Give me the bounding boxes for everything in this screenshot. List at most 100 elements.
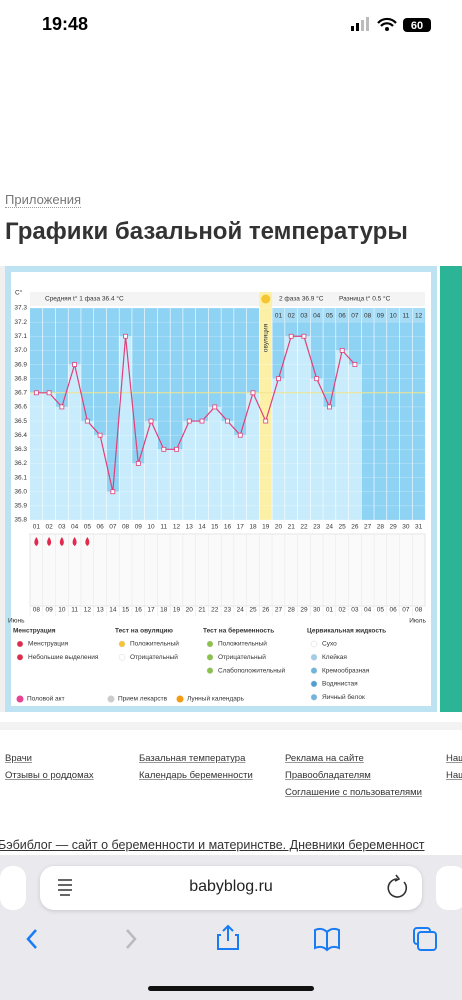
footer-link[interactable]: Правообладателям bbox=[285, 770, 371, 781]
y-tick-label: 36.0 bbox=[14, 488, 27, 495]
point bbox=[276, 376, 281, 382]
stats-phase1: Средняя t° 1 фаза 36.4 °C bbox=[45, 295, 124, 303]
bar bbox=[221, 421, 234, 520]
legend-item: Отрицательный bbox=[130, 653, 178, 661]
date-label: 24 bbox=[237, 607, 245, 614]
x-tick-label: 09 bbox=[135, 524, 143, 531]
bookmarks[interactable] bbox=[314, 927, 340, 952]
phase2-day: 11 bbox=[403, 313, 410, 320]
bar bbox=[348, 364, 362, 520]
footer-link[interactable]: Базальная температура bbox=[139, 753, 246, 764]
page-title: Графики базальной температуры bbox=[5, 218, 408, 245]
y-tick-label: 37.0 bbox=[14, 347, 27, 354]
x-tick-label: 16 bbox=[224, 524, 232, 531]
phase2-cell bbox=[336, 308, 349, 322]
date-label: 12 bbox=[84, 607, 92, 614]
date-label: 19 bbox=[173, 607, 181, 614]
x-tick-label: 30 bbox=[402, 524, 410, 531]
date-label: 28 bbox=[288, 607, 296, 614]
date-label: 26 bbox=[262, 607, 270, 614]
footer-column: Базальная температура Календарь беременно… bbox=[139, 753, 253, 787]
phase2-day: 01 bbox=[275, 313, 283, 320]
x-tick-label: 01 bbox=[33, 524, 41, 531]
x-tick-label: 26 bbox=[351, 524, 359, 531]
y-tick-label: 37.2 bbox=[14, 319, 27, 326]
x-tick-label: 18 bbox=[249, 524, 257, 531]
point bbox=[97, 432, 103, 438]
legend-item: Слабоположительный bbox=[218, 666, 286, 674]
y-tick-label: 36.2 bbox=[14, 460, 27, 467]
phase2-day: 06 bbox=[339, 313, 347, 320]
y-tick-label: 36.9 bbox=[14, 361, 27, 368]
share[interactable] bbox=[217, 924, 239, 950]
bar bbox=[80, 421, 94, 520]
point bbox=[225, 418, 230, 424]
tabs[interactable] bbox=[417, 931, 437, 951]
footer-column: Наш Наш bbox=[446, 753, 462, 787]
point bbox=[339, 348, 345, 353]
x-tick-label: 25 bbox=[339, 524, 347, 531]
battery: 60 bbox=[411, 20, 423, 32]
y-tick-label: 36.5 bbox=[14, 418, 27, 425]
bar bbox=[157, 449, 171, 520]
menstruation-drop bbox=[47, 537, 52, 546]
point bbox=[174, 446, 179, 452]
y-tick-label: 36.6 bbox=[14, 404, 27, 411]
lower-grid bbox=[29, 533, 426, 607]
breadcrumb[interactable]: Приложения bbox=[5, 192, 82, 208]
footer-link[interactable]: Наш bbox=[446, 753, 462, 764]
phase2-day: 07 bbox=[351, 313, 359, 320]
footer-link[interactable]: Отзывы о роддомах bbox=[5, 770, 94, 781]
legend-icon bbox=[310, 694, 318, 701]
legend-item: Отрицательный bbox=[218, 653, 266, 661]
x-tick-label: 22 bbox=[300, 524, 308, 531]
url[interactable]: babyblog.ru bbox=[189, 878, 273, 895]
extra-icon bbox=[176, 695, 184, 703]
x-tick-label: 14 bbox=[198, 524, 206, 531]
menstruation-drop bbox=[59, 537, 64, 546]
ovulation-sun bbox=[261, 294, 271, 304]
point bbox=[135, 461, 141, 466]
forward[interactable] bbox=[126, 929, 137, 949]
back[interactable] bbox=[26, 929, 37, 949]
footer-link[interactable]: Соглашение с пользователями bbox=[285, 787, 422, 798]
point bbox=[250, 390, 256, 396]
point bbox=[199, 418, 205, 424]
legend-icon bbox=[310, 640, 318, 648]
legend-item: Сухо bbox=[322, 641, 337, 648]
x-tick-label: 23 bbox=[313, 524, 321, 531]
x-tick-label: 21 bbox=[288, 524, 296, 531]
phase2-day: 02 bbox=[288, 313, 296, 320]
legend-icon bbox=[310, 667, 318, 674]
bar bbox=[310, 378, 324, 520]
phase2-day: 10 bbox=[390, 313, 398, 320]
legend-icon bbox=[310, 680, 318, 688]
date-label: 02 bbox=[339, 607, 347, 614]
footer-link[interactable]: Календарь беременности bbox=[139, 770, 253, 781]
footer-link[interactable]: Реклама на сайте bbox=[285, 753, 364, 764]
date-label: 14 bbox=[109, 607, 117, 614]
phase2-cell bbox=[387, 308, 400, 322]
footer-link[interactable]: Врачи bbox=[5, 753, 32, 764]
bar bbox=[284, 336, 298, 520]
phase2-cell bbox=[400, 308, 412, 322]
phase2-cell bbox=[374, 308, 387, 322]
date-label: 23 bbox=[224, 607, 232, 614]
footer-link[interactable]: Наш bbox=[446, 770, 462, 781]
point bbox=[123, 333, 128, 339]
legend-item: Клейкая bbox=[322, 653, 347, 661]
point bbox=[110, 489, 116, 495]
footer-column: Реклама на сайте Правообладателям Соглашен… bbox=[285, 753, 422, 804]
date-label: 08 bbox=[33, 607, 41, 614]
date-label: 09 bbox=[45, 607, 53, 614]
month-label: Июль bbox=[409, 618, 426, 625]
date-label: 06 bbox=[390, 607, 398, 614]
x-tick-label: 20 bbox=[275, 524, 283, 531]
bar bbox=[55, 406, 69, 520]
x-tick-label: 15 bbox=[211, 524, 219, 531]
phase2-day: 05 bbox=[326, 313, 334, 320]
point bbox=[288, 333, 294, 339]
url-bar[interactable] bbox=[40, 866, 422, 910]
legend-icon bbox=[206, 640, 214, 648]
footer-column: Врачи Отзывы о роддомах bbox=[5, 753, 94, 787]
